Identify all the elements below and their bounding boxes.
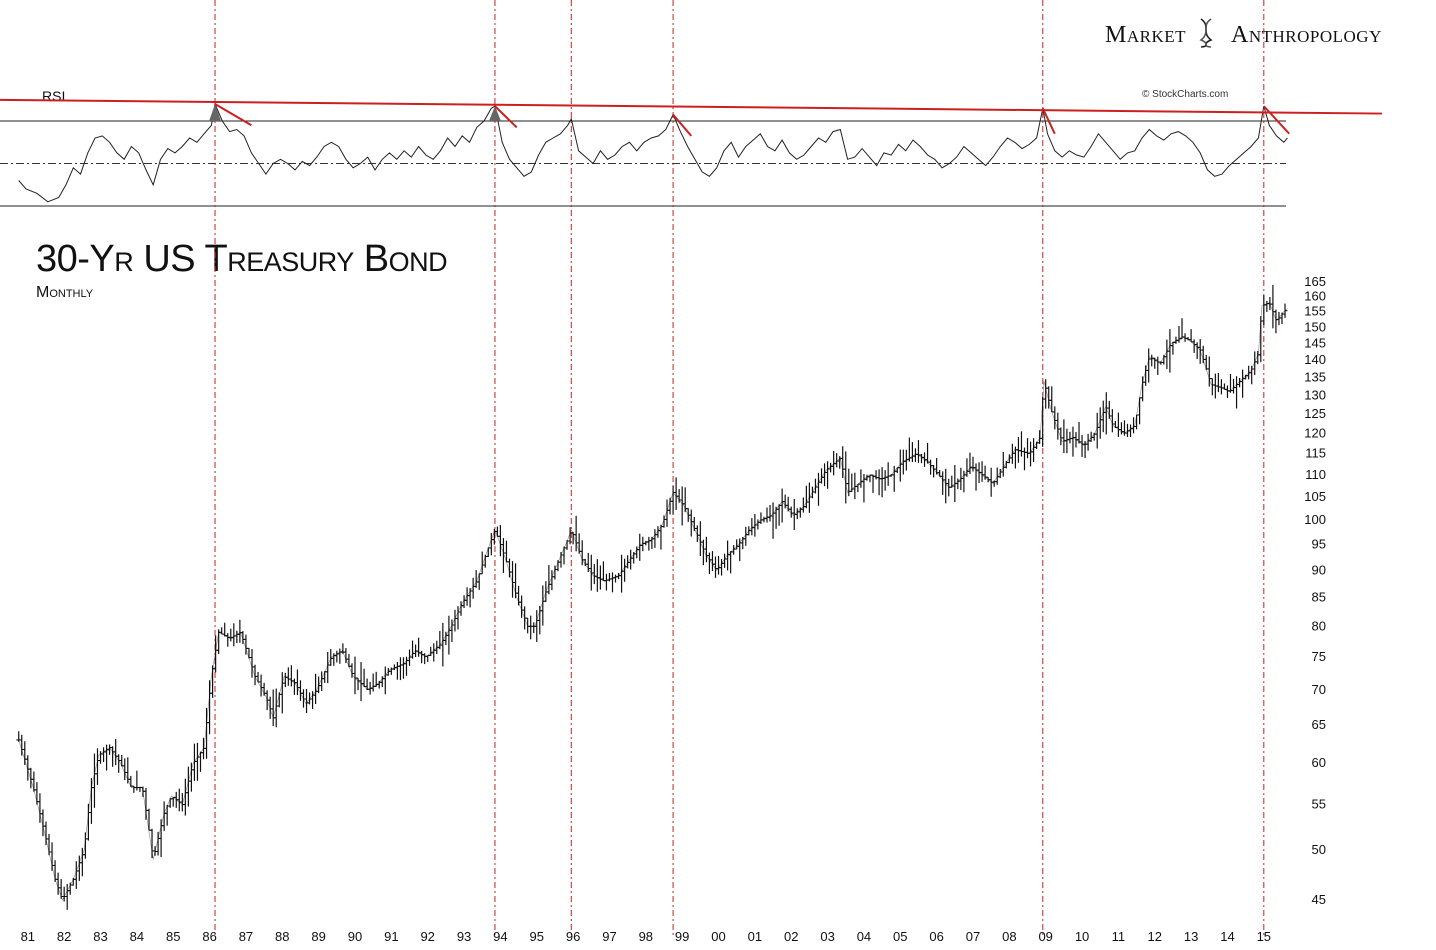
y-tick-label: 110	[1305, 467, 1326, 482]
y-tick-label: 60	[1312, 755, 1326, 770]
y-tick-label: 160	[1304, 289, 1326, 304]
x-tick-label: 07	[966, 929, 980, 944]
x-tick-label: 93	[457, 929, 471, 944]
x-tick-label: 86	[202, 929, 216, 944]
chart-title: 30-Yr US Treasury Bond	[36, 238, 448, 280]
rsi-line	[18, 102, 1288, 203]
x-tick-label: 95	[530, 929, 544, 944]
x-tick-label: 11	[1112, 929, 1126, 944]
y-tick-label: 120	[1304, 425, 1326, 440]
x-tick-label: 12	[1148, 929, 1162, 944]
x-tick-label: 89	[311, 929, 325, 944]
y-tick-label: 140	[1304, 352, 1326, 367]
y-tick-label: 100	[1304, 512, 1326, 527]
y-tick-label: 145	[1304, 335, 1326, 350]
rsi-downtrend-1	[494, 105, 518, 129]
y-tick-label: 80	[1312, 618, 1326, 633]
y-tick-label: 85	[1312, 589, 1326, 604]
x-tick-label: 91	[384, 929, 398, 944]
x-tick-label: 03	[820, 929, 834, 944]
x-tick-label: 02	[784, 929, 798, 944]
y-tick-label: 150	[1304, 319, 1326, 334]
rsi-downtrend-3	[1041, 107, 1056, 135]
y-tick-label: 50	[1312, 842, 1326, 857]
x-tick-label: 14	[1220, 929, 1234, 944]
rsi-downtrend-2	[672, 113, 693, 137]
rsi-downtrend-0	[214, 103, 252, 127]
rsi-overbought-shade-0	[209, 104, 222, 121]
x-tick-label: 92	[420, 929, 434, 944]
x-tick-label: 84	[130, 929, 144, 944]
x-tick-label: 05	[893, 929, 907, 944]
x-tick-label: 06	[929, 929, 943, 944]
x-tick-label: 90	[348, 929, 362, 944]
x-tick-label: 08	[1002, 929, 1016, 944]
x-tick-label: 98	[639, 929, 653, 944]
x-tick-label: 13	[1184, 929, 1198, 944]
y-tick-label: 55	[1312, 797, 1326, 812]
x-tick-label: 85	[166, 929, 180, 944]
y-tick-label: 155	[1304, 304, 1326, 319]
y-tick-label: 90	[1312, 562, 1326, 577]
x-tick-label: 88	[275, 929, 289, 944]
brand-word-1: Market	[1105, 22, 1187, 49]
x-tick-label: 94	[493, 929, 507, 944]
y-tick-label: 75	[1312, 649, 1326, 664]
y-tick-label: 115	[1305, 446, 1326, 461]
x-tick-label: 04	[857, 929, 871, 944]
y-tick-label: 105	[1304, 489, 1326, 504]
y-tick-label: 65	[1312, 717, 1326, 732]
x-tick-label: 15	[1257, 929, 1271, 944]
rsi-overbought-shade-1	[488, 106, 501, 121]
y-tick-label: 130	[1304, 387, 1326, 402]
x-tick-label: 96	[566, 929, 580, 944]
x-tick-label: 09	[1038, 929, 1052, 944]
y-tick-label: 135	[1304, 369, 1326, 384]
brand-logo: Market Anthropology	[1105, 18, 1382, 55]
x-tick-label: 00	[711, 929, 725, 944]
x-tick-label: 87	[239, 929, 253, 944]
brand-word-2: Anthropology	[1231, 22, 1382, 49]
x-tick-label: 01	[748, 929, 762, 944]
chart-subtitle: Monthly	[36, 284, 94, 301]
y-tick-label: 45	[1312, 892, 1326, 907]
dna-helix-icon	[1198, 18, 1213, 55]
y-tick-label: 125	[1304, 406, 1326, 421]
y-tick-label: 95	[1312, 537, 1326, 552]
y-tick-label: 70	[1312, 682, 1326, 697]
x-tick-label: 82	[57, 929, 71, 944]
x-tick-label: 81	[21, 929, 35, 944]
x-tick-label: 99	[675, 929, 689, 944]
price-line	[18, 302, 1288, 901]
x-tick-label: 83	[93, 929, 107, 944]
x-tick-label: 97	[602, 929, 616, 944]
rsi-downtrend-4	[1263, 105, 1291, 135]
credit-text: © StockCharts.com	[1142, 89, 1229, 100]
y-tick-label: 165	[1304, 274, 1326, 289]
rsi-trendline	[0, 98, 1382, 115]
x-tick-label: 10	[1075, 929, 1089, 944]
